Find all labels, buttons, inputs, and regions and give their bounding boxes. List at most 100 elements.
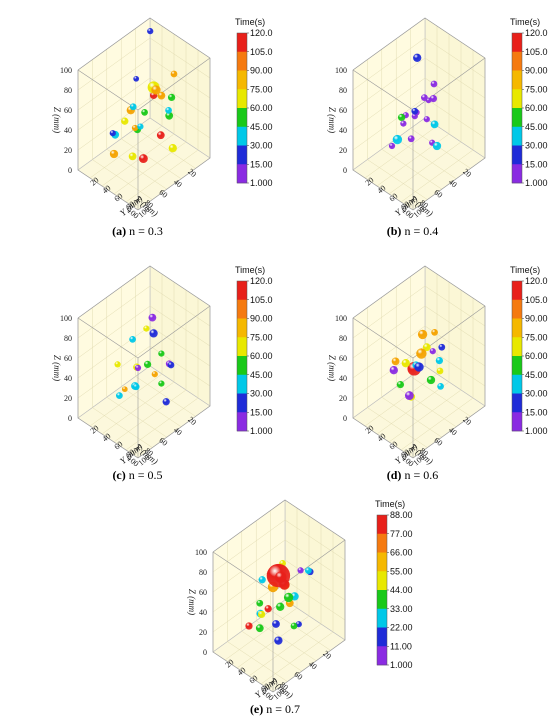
scatter-point	[389, 366, 398, 375]
scatter-point	[437, 383, 444, 390]
colorbar-band	[512, 356, 522, 376]
scatter-point	[170, 70, 178, 78]
x-tick-label: 20	[461, 167, 473, 179]
colorbar-band	[512, 51, 522, 71]
z-tick-label: 20	[339, 146, 347, 155]
colorbar-tick-label: 120.0	[250, 28, 273, 38]
colorbar-band	[237, 299, 247, 319]
colorbar-band	[237, 281, 247, 301]
colorbar-band	[377, 608, 387, 628]
colorbar-tick-label: 30.00	[525, 141, 548, 151]
colorbar-tick-label: 15.00	[250, 407, 273, 417]
colorbar-tick-label: 15.00	[250, 159, 273, 169]
scatter-point	[132, 383, 140, 391]
scatter-point	[165, 111, 174, 120]
z-tick-label: 40	[64, 374, 72, 383]
z-tick-label: 20	[64, 394, 72, 403]
scatter-point	[121, 117, 129, 125]
x-tick-label: 60	[157, 436, 169, 448]
y-tick-label: 60	[388, 191, 400, 203]
colorbar-band	[512, 145, 522, 165]
x-tick-label: 20	[461, 415, 473, 427]
colorbar-band	[237, 51, 247, 71]
colorbar-tick-label: 120.0	[525, 28, 548, 38]
scatter-point	[151, 85, 161, 95]
scatter-point	[129, 103, 137, 111]
chart-panel-c: 0 20 40 60 80 100 20 40 60 80 100 20 40 60 80 100 Z (mm)…	[0, 248, 275, 488]
scatter-point	[162, 398, 170, 406]
colorbar-tick-label: 33.00	[390, 604, 413, 614]
colorbar-tick-label: 105.0	[525, 295, 548, 305]
scatter-point	[421, 94, 428, 101]
caption-letter-d: (d)	[386, 468, 402, 482]
colorbar-title: Time(s)	[235, 17, 265, 27]
scatter-point	[422, 343, 431, 352]
y-tick-label: 60	[113, 191, 125, 203]
scatter-point	[156, 131, 165, 140]
y-tick-label: 80	[125, 199, 137, 211]
colorbar-band	[237, 393, 247, 413]
scatter-point	[305, 567, 312, 574]
scatter-point	[416, 348, 427, 359]
caption-d: (d) n = 0.6	[275, 468, 550, 483]
scatter-point	[414, 362, 424, 372]
colorbar-band	[377, 646, 387, 666]
colorbar-band	[377, 590, 387, 610]
z-tick-label: 80	[64, 86, 72, 95]
z-tick-label: 60	[64, 354, 72, 363]
colorbar-tick-label: 105.0	[250, 47, 273, 57]
y-tick-label: 20	[89, 423, 101, 435]
chart-panel-b: 0 20 40 60 80 100 20 40 60 80 100 20 40 60 80 100 Z (mm)…	[275, 0, 550, 244]
z-tick-label: 60	[64, 106, 72, 115]
scatter-point	[141, 109, 148, 116]
chart-panel-e: 0 20 40 60 80 100 20 40 60 80 100 20 40 60 80 100 Z (mm)…	[135, 482, 415, 722]
z-tick-label: 40	[339, 126, 347, 135]
scatter-point	[109, 149, 119, 159]
scatter-point	[423, 116, 430, 123]
colorbar-band	[512, 108, 522, 128]
z-tick-label: 40	[64, 126, 72, 135]
scatter-point	[272, 620, 280, 628]
scatter-point	[276, 602, 285, 611]
scatter-point	[143, 325, 150, 332]
scatter-point	[133, 75, 140, 82]
z-tick-label: 80	[339, 334, 347, 343]
scatter-point	[257, 610, 266, 619]
scatter-point	[388, 142, 396, 150]
chart-panel-d: 0 20 40 60 80 100 20 40 60 80 100 20 40 60 80 100 Z (mm)…	[275, 248, 550, 488]
colorbar-band	[377, 515, 387, 535]
scatter-point	[258, 576, 266, 584]
colorbar-tick-label: 15.00	[525, 159, 548, 169]
caption-text-e: n = 0.7	[263, 702, 301, 716]
y-tick-label: 40	[376, 183, 388, 195]
colorbar-tick-label: 60.00	[250, 103, 273, 113]
scatter-point	[431, 329, 438, 336]
scatter-point	[138, 154, 148, 164]
colorbar-band	[237, 145, 247, 165]
x-tick-label: 60	[157, 188, 169, 200]
scatter-point	[438, 343, 446, 351]
y-tick-label: 20	[89, 175, 101, 187]
colorbar-band	[237, 108, 247, 128]
colorbar-band	[512, 299, 522, 319]
scatter-point	[417, 329, 428, 340]
scatter-point	[134, 364, 142, 372]
plot-box	[212, 499, 346, 693]
colorbar-tick-label: 45.00	[250, 122, 273, 132]
scatter-point	[158, 350, 165, 357]
x-tick-label: 80	[143, 446, 155, 458]
y-tick-label: 80	[260, 681, 272, 693]
scatter-point	[168, 144, 177, 153]
scatter-point	[157, 91, 166, 100]
colorbar-tick-label: 90.00	[525, 66, 548, 76]
x-tick-label: 40	[172, 177, 184, 189]
colorbar-band	[237, 374, 247, 394]
y-tick-label: 40	[376, 431, 388, 443]
z-axis-label: Z (mm)	[52, 107, 62, 133]
colorbar-band	[237, 89, 247, 109]
colorbar-band	[237, 337, 247, 357]
scatter-point	[407, 135, 415, 143]
scatter-point	[297, 567, 304, 574]
